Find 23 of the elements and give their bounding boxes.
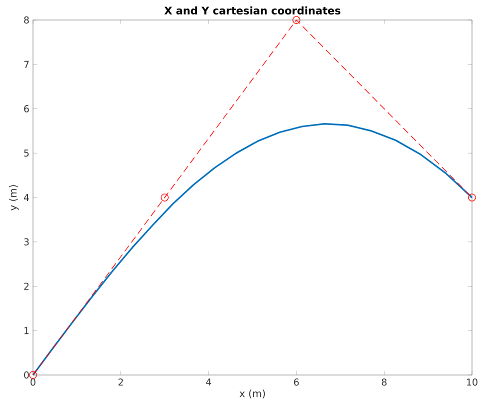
- y-tick-label: 1: [24, 327, 29, 334]
- y-tick-label: 4: [24, 194, 29, 201]
- y-tick-label: 0: [24, 371, 29, 379]
- y-tick-label: 3: [24, 238, 29, 246]
- chart-title: X and Y cartesian coordinates: [164, 6, 340, 14]
- y-tick-label: 5: [24, 150, 29, 157]
- point: [160, 194, 169, 202]
- point: [468, 194, 476, 202]
- y-tick-label: 7: [24, 60, 29, 68]
- x-tick-label: 4: [206, 378, 212, 386]
- line-series: [32, 123, 473, 376]
- y-tick-label: 6: [24, 105, 29, 112]
- point: [292, 16, 300, 24]
- y-axis-title: y (m): [8, 185, 19, 210]
- y-tick-label: 2: [24, 282, 29, 290]
- x-tick-label: 8: [382, 378, 387, 386]
- point: [29, 371, 37, 379]
- x-tick-label: 10: [467, 378, 478, 386]
- y-tick-label: 8: [24, 16, 29, 24]
- x-tick-label: 6: [294, 378, 299, 386]
- x-tick-label: 0: [30, 378, 36, 386]
- x-tick-label: 2: [118, 378, 123, 386]
- x-axis-title: x (m): [240, 390, 265, 398]
